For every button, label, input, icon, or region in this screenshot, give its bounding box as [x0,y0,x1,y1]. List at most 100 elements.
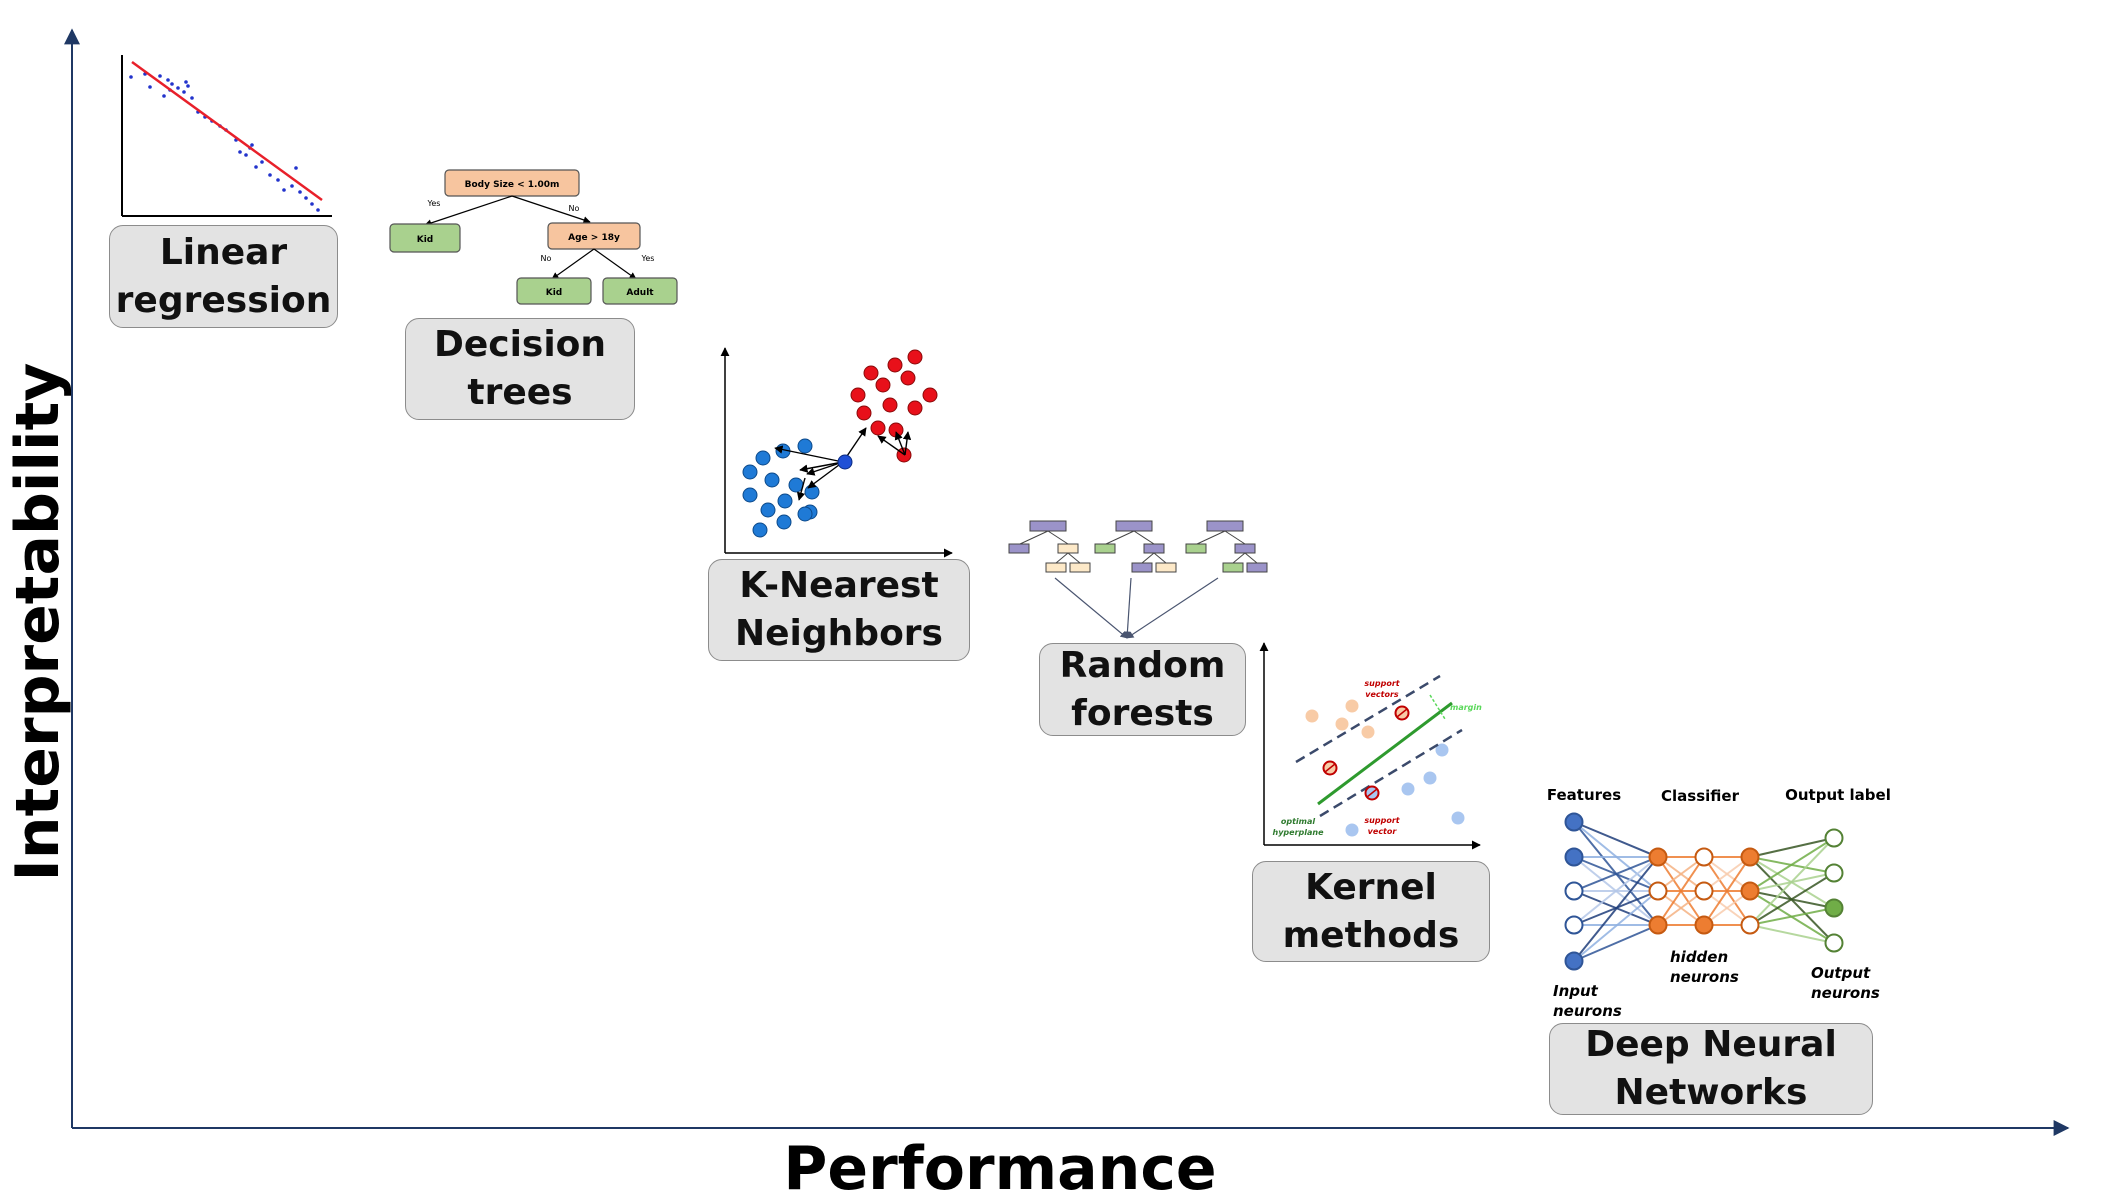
knn-red-point [870,420,886,436]
model-label-line2: Neighbors [735,613,943,654]
regression-line [131,60,323,202]
svm-point-a [1361,725,1375,739]
knn-red-point [888,422,904,438]
tree-leaf-kid-2 [516,277,592,305]
regression-scatter-points [129,72,320,212]
svm-hyperplane [1317,701,1453,806]
scatter-point [290,184,294,188]
svm-point-a [1305,709,1319,723]
model-label-line1: Linear [159,231,288,273]
neural-network-diagram: Features Classifier Output label Input ne… [1547,786,1891,1020]
scatter-point [250,143,254,147]
nn-output-neuron [1824,863,1844,883]
main-axes [64,28,2070,1136]
svm-point-b [1401,782,1415,796]
scatter-point [129,75,133,79]
decision-tree-diagram: Body Size < 1.00m Yes No Kid Age > 18y N… [389,169,678,305]
scatter-point [170,82,174,86]
nn-hidden-neuron [1694,881,1714,901]
nn-hidden-neuron [1740,915,1760,935]
scatter-point [276,178,280,182]
svm-margin-lower [1319,728,1463,818]
nn-input-neurons-label: Input neurons [1553,982,1622,1020]
nn-hidden-neuron [1694,847,1714,867]
scatter-point [298,190,302,194]
scatter-point [294,166,298,170]
model-box-linear-regression: Linear regression [109,225,338,328]
nn-hidden-neuron [1694,915,1714,935]
model-label-line1: Random [1059,644,1226,686]
knn-red-point [882,397,898,413]
tree-age-text: Age > 18y [568,233,620,243]
scatter-point [268,173,272,177]
tree-no-label-2: No [541,254,552,263]
svm-point-a [1335,717,1349,731]
nn-hidden-neuron [1740,847,1760,867]
nn-hidden-neuron [1648,847,1668,867]
model-label-line2: trees [467,372,573,413]
nn-input-neuron [1564,915,1584,935]
svm-class-b-points [1345,743,1465,837]
model-box-kernel-methods: Kernel methods [1252,861,1490,962]
model-label-line1: Decision [433,324,607,365]
nn-hidden-neuron [1740,881,1760,901]
scatter-point [184,80,188,84]
random-forest-diagram [1008,520,1268,639]
linear-regression-plot [121,55,332,217]
scatter-point [176,86,180,90]
nn-connections [1573,821,1835,962]
knn-neighbor-arrows [774,427,912,501]
svm-support-vector-bottom: support vector [1364,816,1400,836]
knn-red-point [900,370,916,386]
nn-input-neuron [1564,881,1584,901]
svm-point-b [1435,743,1449,757]
scatter-point [310,202,314,206]
svm-point-b [1345,823,1359,837]
model-box-decision-trees: Decision trees [405,318,635,420]
nn-classifier-label: Classifier [1661,787,1740,805]
model-box-deep-neural-networks: Deep Neural Networks [1549,1023,1873,1115]
scatter-point [260,160,264,164]
kernel-svm-plot: support vectors margin support vector opti… [1259,642,1482,850]
knn-blue-point [788,477,804,493]
model-box-knn: K-Nearest Neighbors [708,559,970,661]
scatter-point [238,150,242,154]
nn-input-neuron [1564,812,1584,832]
knn-blue-point [777,493,793,509]
nn-output-label: Output label [1785,786,1891,804]
scatter-point [316,208,320,212]
nn-hidden-neuron [1648,915,1668,935]
svm-margin-label: margin [1450,703,1482,712]
y-axis-title: Interpretability [3,362,73,882]
nn-input-neuron [1564,847,1584,867]
tree-root-text: Body Size < 1.00m [465,180,560,190]
scatter-point [254,165,258,169]
model-label-line1: Kernel [1305,866,1437,908]
nn-hidden-neuron [1648,881,1668,901]
knn-blue-point [742,464,758,480]
scatter-point [166,78,170,82]
knn-red-point [907,400,923,416]
svm-point-b [1451,811,1465,825]
forest-vote-arrow [1054,577,1128,639]
model-label-line2: Networks [1614,1072,1808,1113]
model-label-line2: methods [1282,914,1460,956]
scatter-point [244,153,248,157]
scatter-point [186,84,190,88]
scatter-point [158,74,162,78]
knn-blue-cluster [742,438,820,538]
nn-output-neuron [1824,933,1844,953]
scatter-point [162,94,166,98]
tree-leaf-kid-1-text: Kid [417,235,434,245]
knn-red-point [863,365,879,381]
tree-leaf-kid-1 [389,223,461,253]
knn-red-cluster [850,349,938,463]
tree-leaf-adult [602,277,678,305]
knn-plot [720,347,953,558]
forest-tree [1094,520,1177,573]
model-label-line1: K-Nearest [739,565,939,606]
knn-blue-point [804,484,820,500]
nn-hidden-neurons-label: hidden neurons [1670,948,1739,986]
tree-yes-label: Yes [427,199,441,208]
